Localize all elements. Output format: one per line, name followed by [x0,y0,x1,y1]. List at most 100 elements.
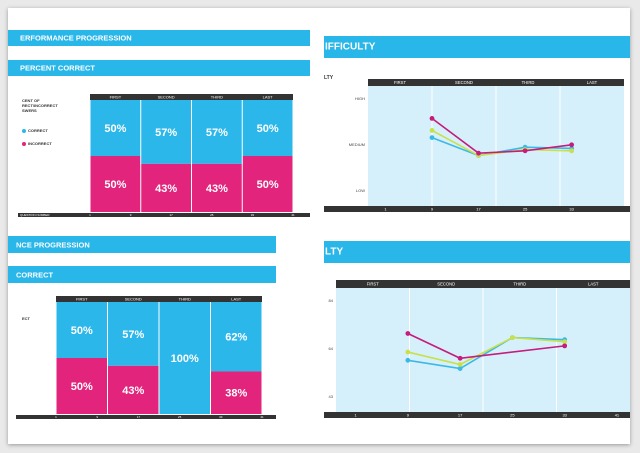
subtitle-bar-percent: PERCENT CORRECT [8,60,310,76]
category-label: LAST [231,297,242,302]
x-tick-label: 17 [170,213,174,217]
incorrect-dot-icon [22,141,26,146]
x-tick-label: 1 [55,415,57,419]
title-bar-lty: LTY [324,241,630,263]
series-line [407,336,565,370]
bar-incorrect [192,163,242,212]
bar-correct-label: 57% [122,329,144,341]
y-tick-label: LOW [356,188,365,193]
category-label: THIRD [522,80,535,85]
x-tick-label: 33 [562,412,567,417]
line-chart-difficulty-bottom: FIRST SECOND THIRD LAST 84 64 43 1 9 17 25 33 41 [324,280,630,418]
x-tick-label: 41 [291,213,295,217]
title-performance-progression: ERFORMANCE PROGRESSION [20,33,132,43]
category-label: SECOND [455,80,473,85]
bar-incorrect [90,156,141,212]
bar-correct-label: 57% [206,127,228,139]
x-tick-label: 1 [354,412,357,417]
x-tick-label: 1 [384,206,387,211]
subtitle-bar-correct: CORRECT [8,266,276,283]
x-axis-label: QUESTION NUMBER [20,213,50,217]
bar-chart-percent-correct: FIRST SECOND THIRD LAST 50% 50% 57% 43% 57% 43% 50… [18,94,310,217]
series-point [562,339,568,345]
y-tick-label: MEDIUM [349,142,365,147]
category-label: FIRST [76,297,88,302]
category-label: FIRST [110,95,122,100]
x-tick-label: 33 [251,213,255,217]
legend-correct-label: CORRECT [28,128,48,133]
bar-correct-label: 100% [171,353,199,365]
series-point [429,116,435,121]
category-label: THIRD [513,282,526,287]
difficulty-label-fragment: LTY [324,75,334,81]
series-point [429,135,435,140]
title-bar-progression: NCE PROGRESSION [8,236,276,253]
bar-incorrect-label: 43% [122,385,144,397]
x-axis-bar [324,206,630,212]
category-label: FIRST [394,80,407,85]
legend-correct: CORRECT [22,128,48,133]
x-tick-label: 25 [178,415,182,419]
series-line [407,336,565,366]
bar-incorrect-label: 50% [257,179,279,191]
bar-correct-label: 50% [257,123,279,135]
category-header-bar [90,94,293,100]
bar-correct [242,100,293,156]
title-lty: LTY [325,246,344,258]
bar-incorrect-label: 43% [155,183,177,195]
bar-incorrect [211,371,262,414]
legend-title: CENT OF RECT/INCORRECT SWERS [22,98,58,113]
bar-correct [90,100,141,156]
bar-incorrect [108,365,159,414]
x-tick-label: 9 [431,206,434,211]
series-point [562,343,568,349]
y-tick-label: HIGH [355,96,365,101]
series-point [510,335,515,340]
bar-incorrect-label: 50% [71,381,93,393]
x-axis-bar [324,412,630,418]
category-header-bar [336,280,630,288]
series-point [457,355,463,361]
subtitle-percent-correct: PERCENT CORRECT [20,63,96,73]
bar-correct [211,302,262,372]
series-point [457,362,463,367]
category-label: LAST [588,282,599,287]
bar-correct-label: 62% [225,332,247,344]
title-bar-difficulty: IFFICULTY [324,36,630,58]
category-header-bar [368,79,624,86]
x-tick-label: 33 [219,415,223,419]
series-point [522,148,528,154]
bar-correct [159,302,210,414]
x-tick-label: 41 [615,412,620,417]
x-tick-label: 9 [407,412,410,417]
category-header-bar [56,296,262,302]
category-label: THIRD [211,95,223,100]
bar-correct-label: 50% [71,325,93,337]
y-tick-label: 64 [329,346,334,351]
category-label: FIRST [367,282,380,287]
line-chart-difficulty-top: FIRST SECOND THIRD LAST HIGH MEDIUM LOW 1 9 17 25 3… [324,79,630,212]
subtitle-correct: CORRECT [16,270,54,279]
x-tick-label: 17 [137,415,141,419]
category-label: SECOND [437,282,455,287]
category-label: SECOND [125,297,142,302]
series-point [405,357,411,363]
series-point [569,148,575,154]
category-label: LAST [263,95,274,100]
bar-correct [192,100,242,164]
x-tick-label: 9 [130,213,132,217]
category-label: SECOND [158,95,175,100]
bar-chart-correct-bottom: FIRST SECOND THIRD LAST 50% 50% 57% 43% 100% 62% 3… [16,296,276,419]
series-point [429,128,435,133]
bar-correct [141,100,191,164]
series-point [405,349,411,355]
bar-incorrect [242,156,293,212]
slide-frame: ERFORMANCE PROGRESSION PERCENT CORRECT C… [8,8,630,444]
series-point [457,366,463,371]
legend-title-bottom: ECT [22,316,30,321]
bar-incorrect [141,163,191,212]
x-axis-bar [18,213,310,217]
x-tick-label: 17 [458,412,463,417]
series-point [476,150,481,156]
legend-incorrect-label: INCORRECT [28,141,52,146]
